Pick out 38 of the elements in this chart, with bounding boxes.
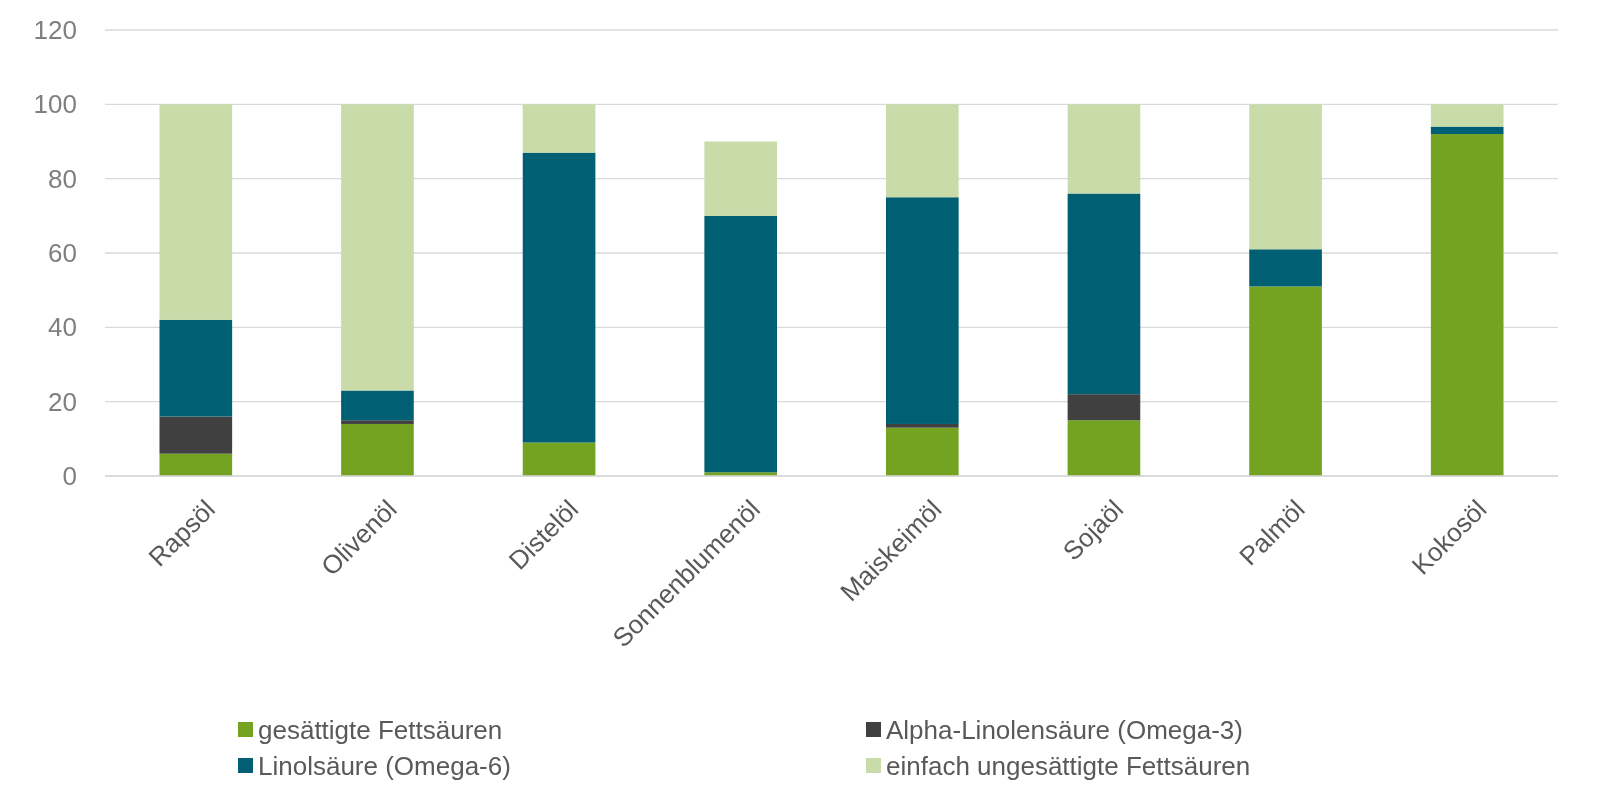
bar [522, 442, 596, 476]
bar [159, 453, 233, 476]
y-tick-label: 120 [33, 15, 77, 46]
y-tick-label: 100 [33, 89, 77, 120]
y-tick-label: 20 [48, 386, 77, 417]
bar [341, 423, 414, 476]
y-tick-label: 0 [62, 461, 77, 492]
bar [341, 390, 414, 421]
bar [1067, 394, 1141, 421]
bar [1430, 104, 1504, 127]
bar [1067, 193, 1141, 395]
y-tick-label: 40 [48, 312, 77, 343]
bar [1067, 420, 1141, 476]
bar [885, 197, 959, 424]
bar [1249, 286, 1322, 476]
bar [159, 319, 233, 417]
bar [159, 104, 233, 320]
bar [885, 104, 959, 198]
bar [522, 152, 596, 443]
bar [341, 104, 414, 391]
legend-label: einfach ungesättigte Fettsäuren [886, 751, 1251, 782]
bar [159, 416, 233, 454]
bar [885, 423, 959, 428]
legend-label: gesättigte Fettsäuren [258, 715, 503, 746]
bar [885, 427, 959, 476]
bar [1249, 104, 1322, 250]
bar [522, 104, 596, 153]
y-tick-label: 80 [48, 163, 77, 194]
bar [704, 215, 778, 473]
bar [1249, 249, 1322, 287]
bar [1430, 126, 1504, 135]
y-tick-label: 60 [48, 238, 77, 269]
legend-label: Alpha-Linolensäure (Omega-3) [886, 715, 1243, 746]
bar [1430, 134, 1504, 476]
bar [341, 420, 414, 424]
legend-label: Linolsäure (Omega-6) [258, 751, 511, 782]
bar [1067, 104, 1141, 194]
bar [704, 141, 778, 216]
